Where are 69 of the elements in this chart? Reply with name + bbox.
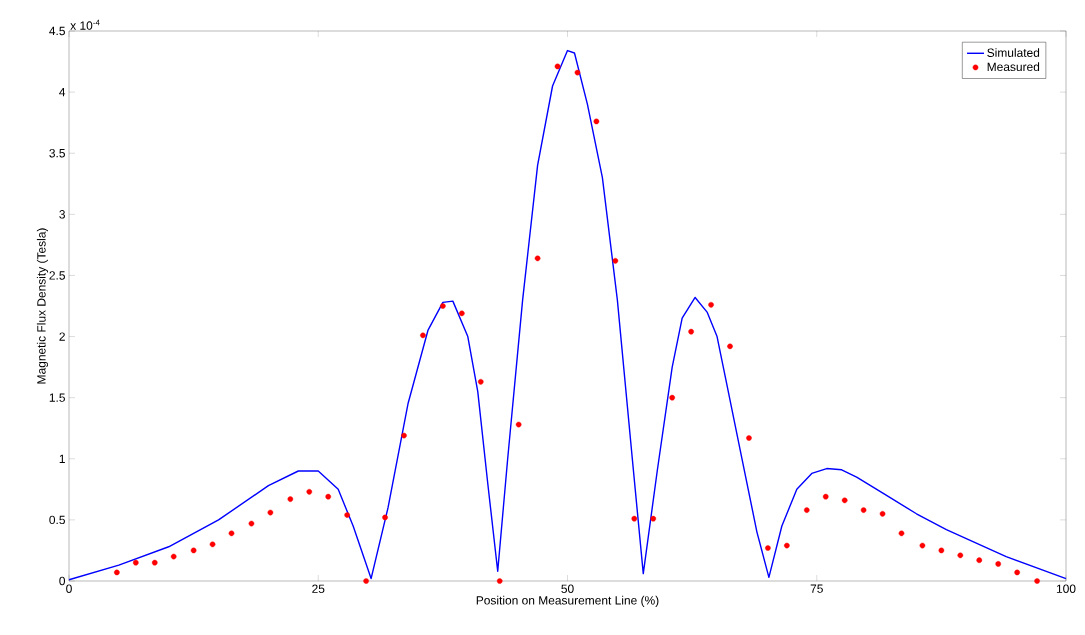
y-tick-label: 2: [59, 332, 65, 341]
point: [784, 542, 790, 549]
point: [803, 507, 810, 513]
x-tick-label: 50: [561, 584, 574, 593]
point: [669, 394, 675, 401]
point: [151, 559, 158, 566]
point: [957, 552, 964, 559]
point: [650, 515, 657, 522]
y-tick-label: 1: [59, 454, 65, 463]
point: [554, 63, 561, 70]
y-axis-title: Magnetic Flux Density (Tesla): [36, 228, 49, 384]
y-tick-label: 4.5: [49, 26, 65, 36]
point: [688, 328, 694, 335]
y-tick-label: 2.5: [49, 271, 65, 280]
point: [248, 520, 255, 527]
point: [477, 378, 484, 385]
point: [727, 343, 733, 350]
point: [841, 497, 848, 504]
x-tick-label: 75: [810, 584, 823, 593]
point: [995, 561, 1002, 567]
point: [114, 569, 120, 576]
point: [306, 488, 313, 495]
x-tick-label: 0: [66, 584, 72, 593]
point: [382, 514, 388, 521]
point: [574, 69, 581, 76]
text: x 10$^{-4}$: [70, 19, 100, 30]
point: [420, 332, 426, 339]
point: [133, 559, 139, 566]
legend-label: Simulated: [987, 48, 1040, 57]
point: [344, 512, 350, 518]
point: [459, 310, 465, 317]
point: [325, 493, 332, 500]
point: [976, 557, 983, 564]
point: [708, 301, 714, 308]
point: [190, 547, 197, 554]
y-tick-label: 1.5: [49, 393, 65, 402]
point: [515, 421, 522, 428]
y-tick-label: 3.5: [49, 148, 65, 158]
point: [496, 578, 503, 584]
x-axis-title: Position on Measurement Line (%): [476, 595, 659, 607]
point: [228, 530, 235, 537]
point: [440, 303, 446, 309]
point: [938, 547, 945, 554]
point: [879, 510, 886, 517]
point: [860, 507, 867, 513]
point: [1014, 569, 1020, 576]
point: [822, 493, 829, 500]
point: [765, 545, 771, 551]
point: [746, 435, 752, 441]
y-tick-label: 4: [59, 88, 66, 97]
point: [593, 118, 600, 125]
point: [363, 578, 369, 584]
point: [1034, 578, 1040, 584]
y-tick-label: 0: [59, 576, 66, 586]
x-tick-label: 25: [312, 584, 325, 593]
point: [287, 496, 294, 502]
point: [898, 530, 905, 537]
point: [631, 515, 638, 522]
x-tick-label: 100: [1056, 584, 1076, 593]
point: [401, 432, 407, 439]
point: [919, 542, 926, 549]
point: [534, 255, 541, 262]
point: [612, 257, 619, 264]
point: [170, 553, 177, 560]
y-tick-label: 3: [59, 210, 65, 219]
legend-label: Measured: [987, 62, 1040, 72]
y-tick-label: 0.5: [49, 515, 65, 525]
point: [209, 541, 216, 548]
point: [267, 509, 274, 516]
